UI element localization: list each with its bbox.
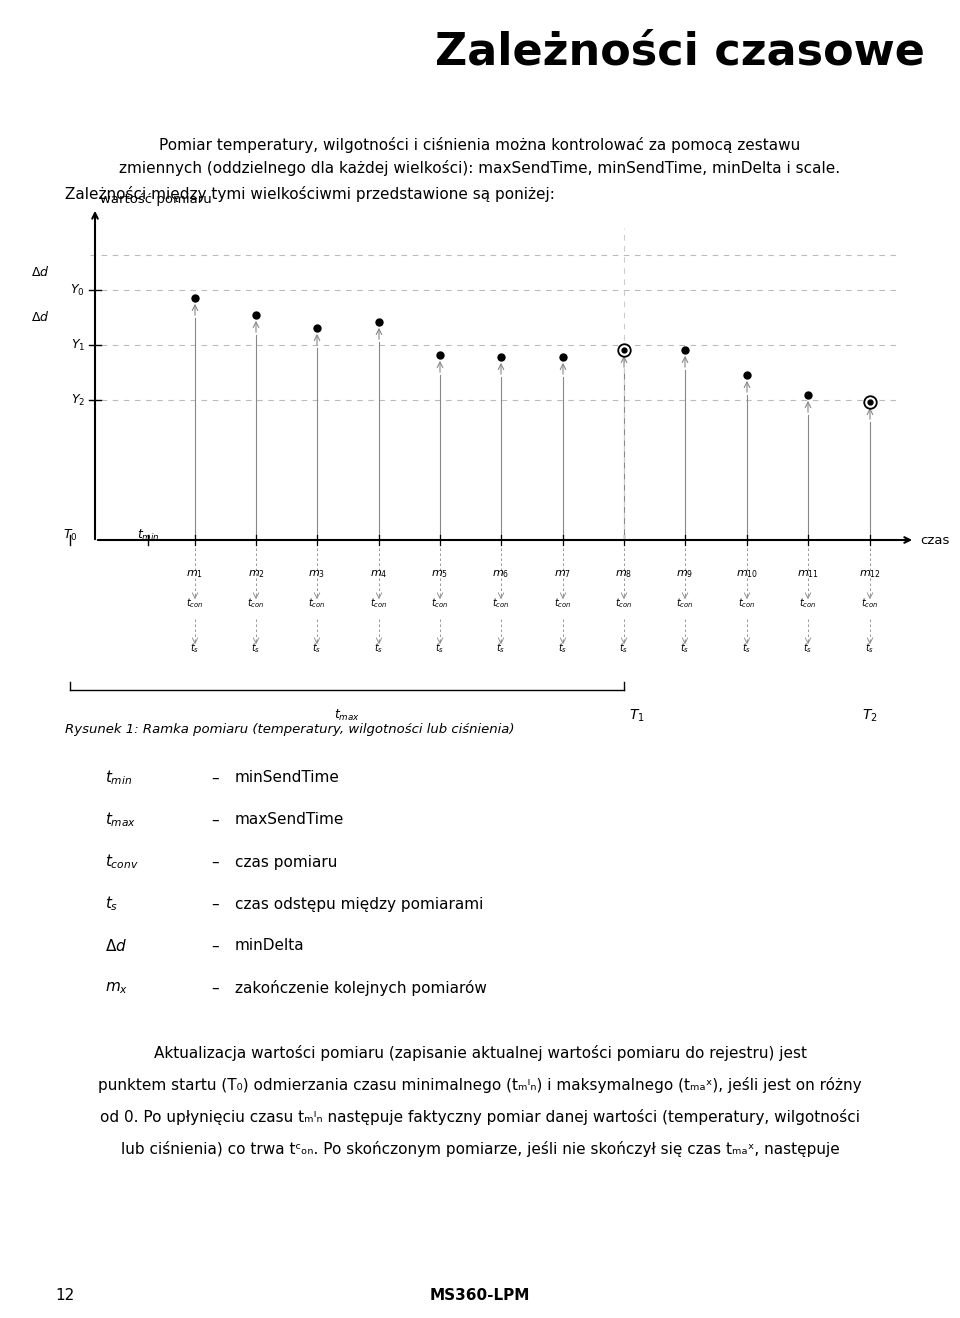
Text: $\Delta d$: $\Delta d$ bbox=[105, 938, 127, 954]
Text: $m_{7}$: $m_{7}$ bbox=[555, 568, 571, 580]
Text: $Y_1$: $Y_1$ bbox=[71, 337, 85, 352]
Text: $t_{con}$: $t_{con}$ bbox=[186, 596, 204, 610]
Text: $t_{con}$: $t_{con}$ bbox=[308, 596, 325, 610]
Text: –: – bbox=[211, 854, 219, 870]
Text: –: – bbox=[211, 812, 219, 828]
Text: $m_{11}$: $m_{11}$ bbox=[797, 568, 819, 580]
Text: Aktualizacja wartości pomiaru (zapisanie aktualnej wartości pomiaru do rejestru): Aktualizacja wartości pomiaru (zapisanie… bbox=[154, 1045, 806, 1061]
Text: –: – bbox=[211, 981, 219, 995]
Text: $t_{con}$: $t_{con}$ bbox=[554, 596, 572, 610]
Text: $m_{6}$: $m_{6}$ bbox=[492, 568, 510, 580]
Text: czas pomiaru: czas pomiaru bbox=[235, 854, 337, 870]
Text: $t_{con}$: $t_{con}$ bbox=[492, 596, 510, 610]
Text: $t_s$: $t_s$ bbox=[804, 641, 812, 655]
Text: minSendTime: minSendTime bbox=[235, 771, 340, 786]
Text: $t_{con}$: $t_{con}$ bbox=[431, 596, 448, 610]
Text: $t_s$: $t_s$ bbox=[559, 641, 567, 655]
Text: $m_{9}$: $m_{9}$ bbox=[677, 568, 694, 580]
Text: $t_{con}$: $t_{con}$ bbox=[615, 596, 633, 610]
Text: maxSendTime: maxSendTime bbox=[235, 812, 345, 828]
Text: $m_{5}$: $m_{5}$ bbox=[431, 568, 448, 580]
Text: $m_{1}$: $m_{1}$ bbox=[186, 568, 204, 580]
Text: Zależności między tymi wielkościwmi przedstawione są poniżej:: Zależności między tymi wielkościwmi prze… bbox=[65, 186, 555, 202]
Text: czas odstępu między pomiarami: czas odstępu między pomiarami bbox=[235, 896, 484, 912]
Text: od 0. Po upłynięciu czasu tₘᴵₙ następuje faktyczny pomiar danej wartości (temper: od 0. Po upłynięciu czasu tₘᴵₙ następuje… bbox=[100, 1108, 860, 1126]
Text: $t_s$: $t_s$ bbox=[436, 641, 444, 655]
Text: $t_s$: $t_s$ bbox=[496, 641, 506, 655]
Text: 12: 12 bbox=[56, 1288, 75, 1302]
Text: $t_s$: $t_s$ bbox=[190, 641, 200, 655]
Text: $m_{4}$: $m_{4}$ bbox=[371, 568, 388, 580]
Text: MS360-LPM: MS360-LPM bbox=[430, 1288, 530, 1302]
Text: $t_s$: $t_s$ bbox=[742, 641, 752, 655]
Text: $t_{con}$: $t_{con}$ bbox=[861, 596, 878, 610]
Text: $t_{con}$: $t_{con}$ bbox=[248, 596, 265, 610]
Text: $t_{max}$: $t_{max}$ bbox=[105, 811, 136, 829]
Text: $t_s$: $t_s$ bbox=[681, 641, 689, 655]
Text: $t_s$: $t_s$ bbox=[619, 641, 629, 655]
Text: $T_2$: $T_2$ bbox=[862, 708, 877, 725]
Text: $t_{min}$: $t_{min}$ bbox=[105, 768, 132, 787]
Text: zmiennych (oddzielnego dla każdej wielkości): maxSendTime, minSendTime, minDelta: zmiennych (oddzielnego dla każdej wielko… bbox=[119, 159, 841, 177]
Text: $t_{con}$: $t_{con}$ bbox=[800, 596, 817, 610]
Text: $t_s$: $t_s$ bbox=[865, 641, 875, 655]
Text: $Y_2$: $Y_2$ bbox=[71, 393, 85, 407]
Text: –: – bbox=[211, 771, 219, 786]
Text: Zależności czasowe: Zależności czasowe bbox=[435, 30, 924, 74]
Text: $T_1$: $T_1$ bbox=[629, 708, 645, 725]
Text: $m_{3}$: $m_{3}$ bbox=[308, 568, 325, 580]
Text: $t_s$: $t_s$ bbox=[312, 641, 322, 655]
Text: $m_{12}$: $m_{12}$ bbox=[859, 568, 881, 580]
Text: $m_{2}$: $m_{2}$ bbox=[248, 568, 265, 580]
Text: $t_s$: $t_s$ bbox=[105, 895, 118, 913]
Text: –: – bbox=[211, 938, 219, 953]
Text: $\Delta d$: $\Delta d$ bbox=[31, 265, 49, 279]
Text: $t_{max}$: $t_{max}$ bbox=[334, 708, 360, 724]
Text: $T_0$: $T_0$ bbox=[62, 529, 78, 543]
Text: –: – bbox=[211, 896, 219, 912]
Text: Pomiar temperatury, wilgotności i ciśnienia można kontrolować za pomocą zestawu: Pomiar temperatury, wilgotności i ciśnie… bbox=[159, 137, 801, 153]
Text: $\Delta d$: $\Delta d$ bbox=[31, 310, 49, 324]
Text: $t_{con}$: $t_{con}$ bbox=[738, 596, 756, 610]
Text: Rysunek 1: Ramka pomiaru (temperatury, wilgotności lub ciśnienia): Rysunek 1: Ramka pomiaru (temperatury, w… bbox=[65, 724, 515, 737]
Text: $m_{10}$: $m_{10}$ bbox=[736, 568, 758, 580]
Text: wartość pomiaru: wartość pomiaru bbox=[100, 194, 212, 207]
Text: $t_{conv}$: $t_{conv}$ bbox=[105, 853, 138, 871]
Text: punktem startu (T₀) odmierzania czasu minimalnego (tₘᴵₙ) i maksymalnego (tₘₐˣ), : punktem startu (T₀) odmierzania czasu mi… bbox=[98, 1077, 862, 1093]
Text: $Y_0$: $Y_0$ bbox=[70, 282, 85, 298]
Text: $m_{8}$: $m_{8}$ bbox=[615, 568, 633, 580]
Text: $t_{min}$: $t_{min}$ bbox=[136, 529, 159, 543]
Text: $m_x$: $m_x$ bbox=[105, 981, 129, 996]
Text: $t_{con}$: $t_{con}$ bbox=[371, 596, 388, 610]
Text: $t_{con}$: $t_{con}$ bbox=[676, 596, 694, 610]
Text: $t_s$: $t_s$ bbox=[252, 641, 260, 655]
Text: minDelta: minDelta bbox=[235, 938, 304, 953]
Text: czas: czas bbox=[920, 534, 949, 547]
Text: $t_s$: $t_s$ bbox=[374, 641, 384, 655]
Text: zakończenie kolejnych pomiarów: zakończenie kolejnych pomiarów bbox=[235, 981, 487, 996]
Text: lub ciśnienia) co trwa tᶜₒₙ. Po skończonym pomiarze, jeśli nie skończył się czas: lub ciśnienia) co trwa tᶜₒₙ. Po skończon… bbox=[121, 1141, 839, 1157]
